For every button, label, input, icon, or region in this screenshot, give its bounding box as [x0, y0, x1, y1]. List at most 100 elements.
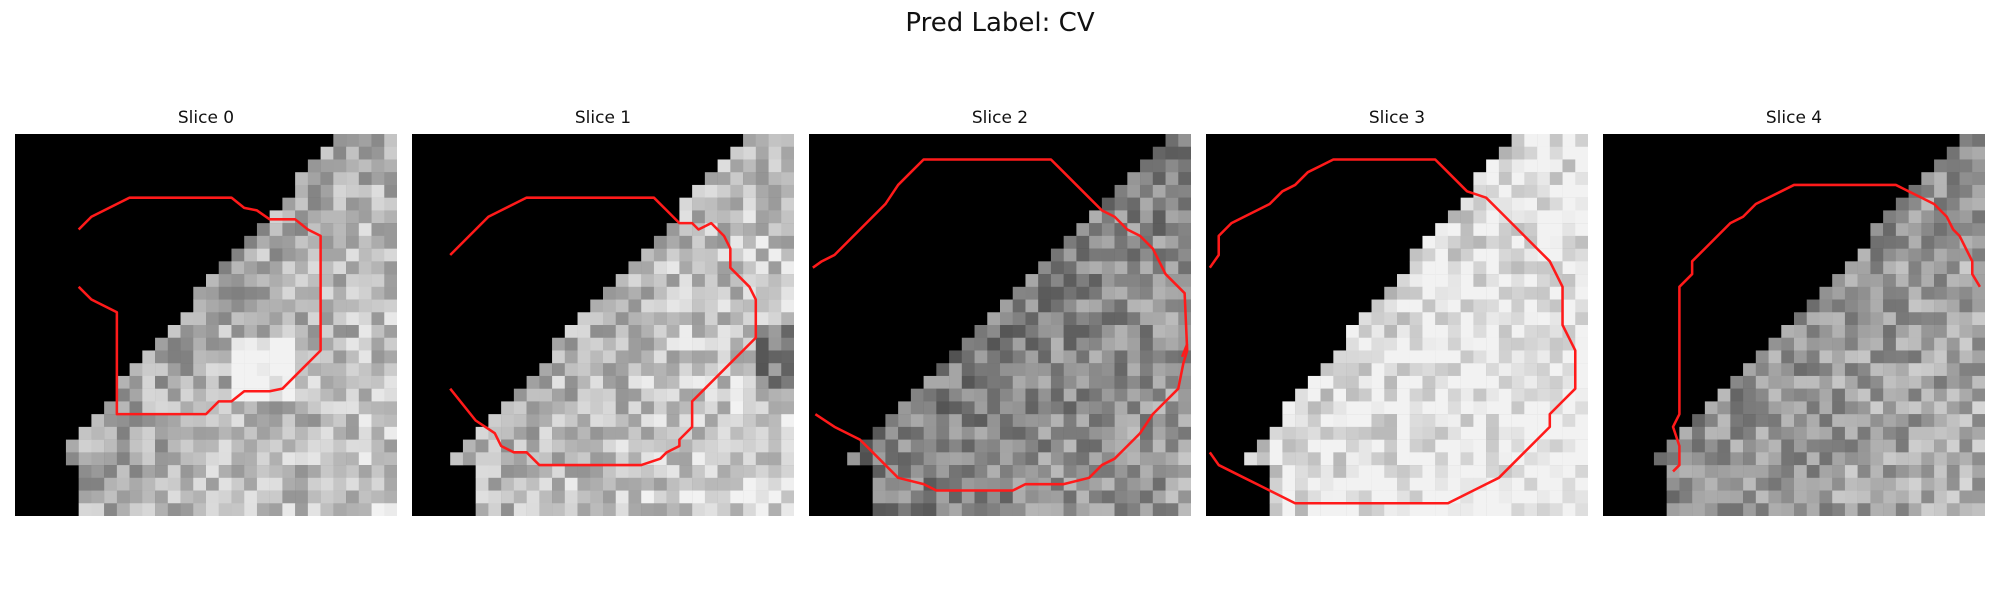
pixel — [358, 184, 372, 198]
pixel — [641, 299, 655, 313]
pixel — [1282, 414, 1296, 428]
pixel — [679, 503, 693, 516]
pixel — [1883, 465, 1897, 479]
pixel — [768, 235, 782, 249]
pixel — [1140, 388, 1154, 402]
pixel — [1384, 465, 1398, 479]
pixel — [295, 261, 309, 275]
pixel — [1511, 197, 1525, 211]
pixel — [320, 503, 334, 516]
pixel — [1384, 350, 1398, 364]
pixel — [1524, 286, 1538, 300]
pixel — [1333, 375, 1347, 389]
pixel — [1921, 261, 1935, 275]
pixel — [1447, 477, 1461, 491]
pixel — [1140, 337, 1154, 351]
pixel — [1127, 261, 1141, 275]
pixel — [358, 235, 372, 249]
pixel — [244, 375, 258, 389]
pixel — [1819, 312, 1833, 326]
pixel — [923, 375, 937, 389]
pixel — [1704, 465, 1718, 479]
pixel — [346, 184, 360, 198]
pixel — [256, 426, 270, 440]
pixel — [653, 350, 667, 364]
pixel — [1460, 325, 1474, 338]
pixel — [1320, 439, 1334, 453]
pixel — [104, 452, 118, 466]
pixel — [679, 401, 693, 415]
pixel — [743, 325, 757, 338]
pixel — [1114, 274, 1128, 288]
pixel — [1460, 210, 1474, 224]
pixel — [730, 210, 744, 224]
pixel — [755, 388, 769, 402]
pixel — [1256, 452, 1270, 466]
pixel — [1653, 452, 1667, 466]
pixel — [1307, 490, 1321, 504]
pixel — [717, 197, 731, 211]
pixel — [244, 312, 258, 326]
pixel — [256, 465, 270, 479]
pixel — [1511, 477, 1525, 491]
pixel — [730, 146, 744, 160]
pixel — [1346, 337, 1360, 351]
pixel — [1895, 223, 1909, 237]
pixel — [1384, 312, 1398, 326]
pixel — [1946, 172, 1960, 186]
pixel — [1063, 363, 1077, 377]
pixel — [1883, 223, 1897, 237]
pixel — [1895, 235, 1909, 249]
pixel — [603, 490, 616, 504]
pixel — [282, 325, 296, 338]
pixel — [269, 477, 283, 491]
pixel — [1549, 426, 1563, 440]
pixel — [1679, 465, 1693, 479]
pixel — [1076, 465, 1090, 479]
pixel — [1409, 439, 1423, 453]
pixel — [1152, 337, 1166, 351]
pixel — [513, 452, 527, 466]
pixel — [1921, 439, 1935, 453]
pixel — [1883, 210, 1897, 224]
pixel — [1295, 477, 1309, 491]
pixel — [1946, 248, 1960, 262]
pixel — [1768, 477, 1782, 491]
pixel — [116, 490, 130, 504]
pixel — [653, 490, 667, 504]
pixel — [1794, 452, 1807, 466]
pixel — [885, 490, 899, 504]
pixel — [923, 401, 937, 415]
pixel — [1832, 439, 1846, 453]
pixel — [653, 325, 667, 338]
pixel — [1549, 286, 1563, 300]
pixel — [717, 184, 731, 198]
pixel — [1704, 477, 1718, 491]
pixel — [1972, 388, 1985, 402]
pixel — [1165, 363, 1179, 377]
pixel — [1050, 286, 1064, 300]
pixel — [910, 414, 924, 428]
pixel — [155, 490, 169, 504]
pixel — [1025, 388, 1039, 402]
pixel — [987, 337, 1001, 351]
pixel — [1549, 159, 1563, 173]
pixel — [142, 477, 156, 491]
pixel — [180, 350, 194, 364]
pixel — [730, 490, 744, 504]
slice-0-pixels — [65, 134, 397, 516]
pixel — [167, 490, 181, 504]
pixel — [692, 261, 706, 275]
pixel — [564, 337, 578, 351]
pixel — [1511, 274, 1525, 288]
pixel — [1127, 414, 1141, 428]
pixel — [1934, 439, 1948, 453]
pixel — [167, 388, 181, 402]
pixel — [590, 426, 604, 440]
pixel — [1895, 490, 1909, 504]
pixel — [1934, 477, 1948, 491]
pixel — [1152, 235, 1166, 249]
pixel — [1050, 299, 1064, 313]
pixel — [1409, 426, 1423, 440]
pixel — [180, 325, 194, 338]
